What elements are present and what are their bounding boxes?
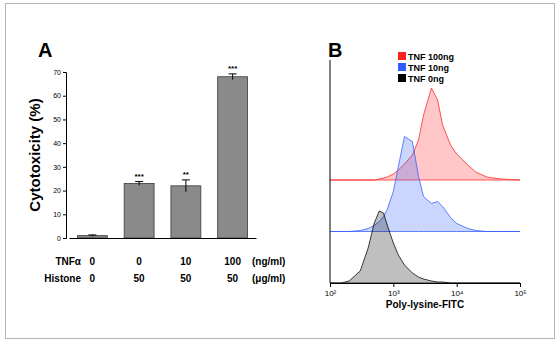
condition-unit: (ng/ml) bbox=[252, 256, 285, 267]
histogram-area bbox=[330, 88, 520, 180]
x-axis-title: Poly-lysine-FITC bbox=[386, 299, 464, 310]
tick-label: 60 bbox=[53, 92, 61, 99]
tick-label: 10 bbox=[53, 211, 61, 218]
figure: A010203040506070********Cytotoxicity (%)… bbox=[0, 0, 560, 345]
legend-label: TNF 100ng bbox=[408, 52, 454, 62]
tick: 60 bbox=[53, 92, 66, 99]
error-cap bbox=[135, 181, 143, 182]
legend-label: TNF 0ng bbox=[408, 74, 444, 84]
tick-mark bbox=[63, 214, 66, 215]
tick: 50 bbox=[53, 116, 66, 123]
error-cap bbox=[88, 234, 96, 235]
condition-value: 50 bbox=[180, 273, 192, 284]
bar bbox=[124, 183, 154, 238]
tick-mark bbox=[63, 119, 66, 120]
tick-mark bbox=[520, 283, 521, 287]
histogram-area bbox=[330, 211, 520, 283]
axis-line bbox=[331, 284, 521, 288]
legend-swatch bbox=[398, 52, 406, 60]
tick-mark bbox=[393, 283, 394, 287]
tick-label: 0 bbox=[57, 235, 61, 242]
tick-label: 70 bbox=[53, 69, 61, 76]
error-cap bbox=[182, 179, 190, 180]
tick-label: 10⁵ bbox=[514, 289, 526, 298]
tick: 10 bbox=[53, 211, 66, 218]
panel-label: A bbox=[38, 39, 52, 61]
condition-value: 10 bbox=[180, 256, 192, 267]
legend-swatch bbox=[398, 63, 406, 71]
x-axis: 10² 10³ 10⁴ 10⁵ bbox=[325, 283, 527, 298]
y-axis-title: Cytotoxicity (%) bbox=[26, 98, 43, 211]
tick-label: 20 bbox=[53, 187, 61, 194]
x-axis bbox=[70, 238, 257, 240]
tick: 10⁵ bbox=[514, 283, 526, 298]
tick-label: 30 bbox=[53, 164, 61, 171]
histogram-area bbox=[330, 137, 520, 232]
legend: TNF 100ngTNF 10ngTNF 0ng bbox=[398, 52, 454, 84]
condition-value: 0 bbox=[90, 273, 96, 284]
tick: 10² bbox=[325, 283, 337, 298]
legend-swatch bbox=[398, 74, 406, 82]
tick-label: 10⁴ bbox=[451, 289, 464, 298]
axis-line bbox=[63, 73, 67, 239]
axis-line bbox=[70, 238, 257, 239]
panel-label: B bbox=[328, 39, 342, 61]
frame-line bbox=[330, 60, 331, 283]
y-axis: 0 10 20 30 40 50 60 70 bbox=[53, 69, 66, 242]
tick: 70 bbox=[53, 69, 66, 76]
condition-value: 100 bbox=[224, 256, 241, 267]
tick: 10⁴ bbox=[451, 283, 464, 298]
tick: 40 bbox=[53, 140, 66, 147]
condition-value: 0 bbox=[136, 256, 142, 267]
condition-value: 50 bbox=[134, 273, 146, 284]
tick: 10³ bbox=[388, 283, 400, 298]
error-cap bbox=[229, 73, 237, 74]
tick-label: 40 bbox=[53, 140, 61, 147]
tick-mark bbox=[63, 72, 66, 73]
figure-border bbox=[6, 4, 555, 339]
tick-label: 10² bbox=[325, 289, 337, 298]
condition-unit: (μg/ml) bbox=[252, 273, 285, 284]
plot-area bbox=[77, 74, 247, 238]
tick-label: 50 bbox=[53, 116, 61, 123]
tick-mark bbox=[63, 191, 66, 192]
tick-mark bbox=[457, 283, 458, 287]
tick-mark bbox=[63, 143, 66, 144]
error-bar bbox=[185, 180, 186, 192]
error-bar bbox=[232, 74, 233, 80]
tick: 0 bbox=[57, 235, 66, 242]
legend-label: TNF 10ng bbox=[408, 63, 449, 73]
condition-value: 50 bbox=[227, 273, 239, 284]
condition-label: Histone bbox=[44, 273, 81, 284]
significance-label: *** bbox=[228, 64, 238, 73]
condition-value: 0 bbox=[90, 256, 96, 267]
condition-label: TNFα bbox=[55, 256, 81, 267]
tick-mark bbox=[63, 238, 66, 239]
bar bbox=[171, 186, 201, 238]
significance-label: *** bbox=[134, 172, 144, 181]
bar bbox=[218, 77, 248, 238]
tick-mark bbox=[63, 96, 66, 97]
tick-mark bbox=[330, 283, 331, 287]
tick: 20 bbox=[53, 187, 66, 194]
significance-label: ** bbox=[183, 170, 190, 179]
bar bbox=[77, 236, 107, 238]
error-bar bbox=[139, 182, 140, 186]
tick: 30 bbox=[53, 164, 66, 171]
plot-area bbox=[330, 88, 520, 283]
tick-mark bbox=[63, 167, 66, 168]
tick-label: 10³ bbox=[388, 289, 400, 298]
